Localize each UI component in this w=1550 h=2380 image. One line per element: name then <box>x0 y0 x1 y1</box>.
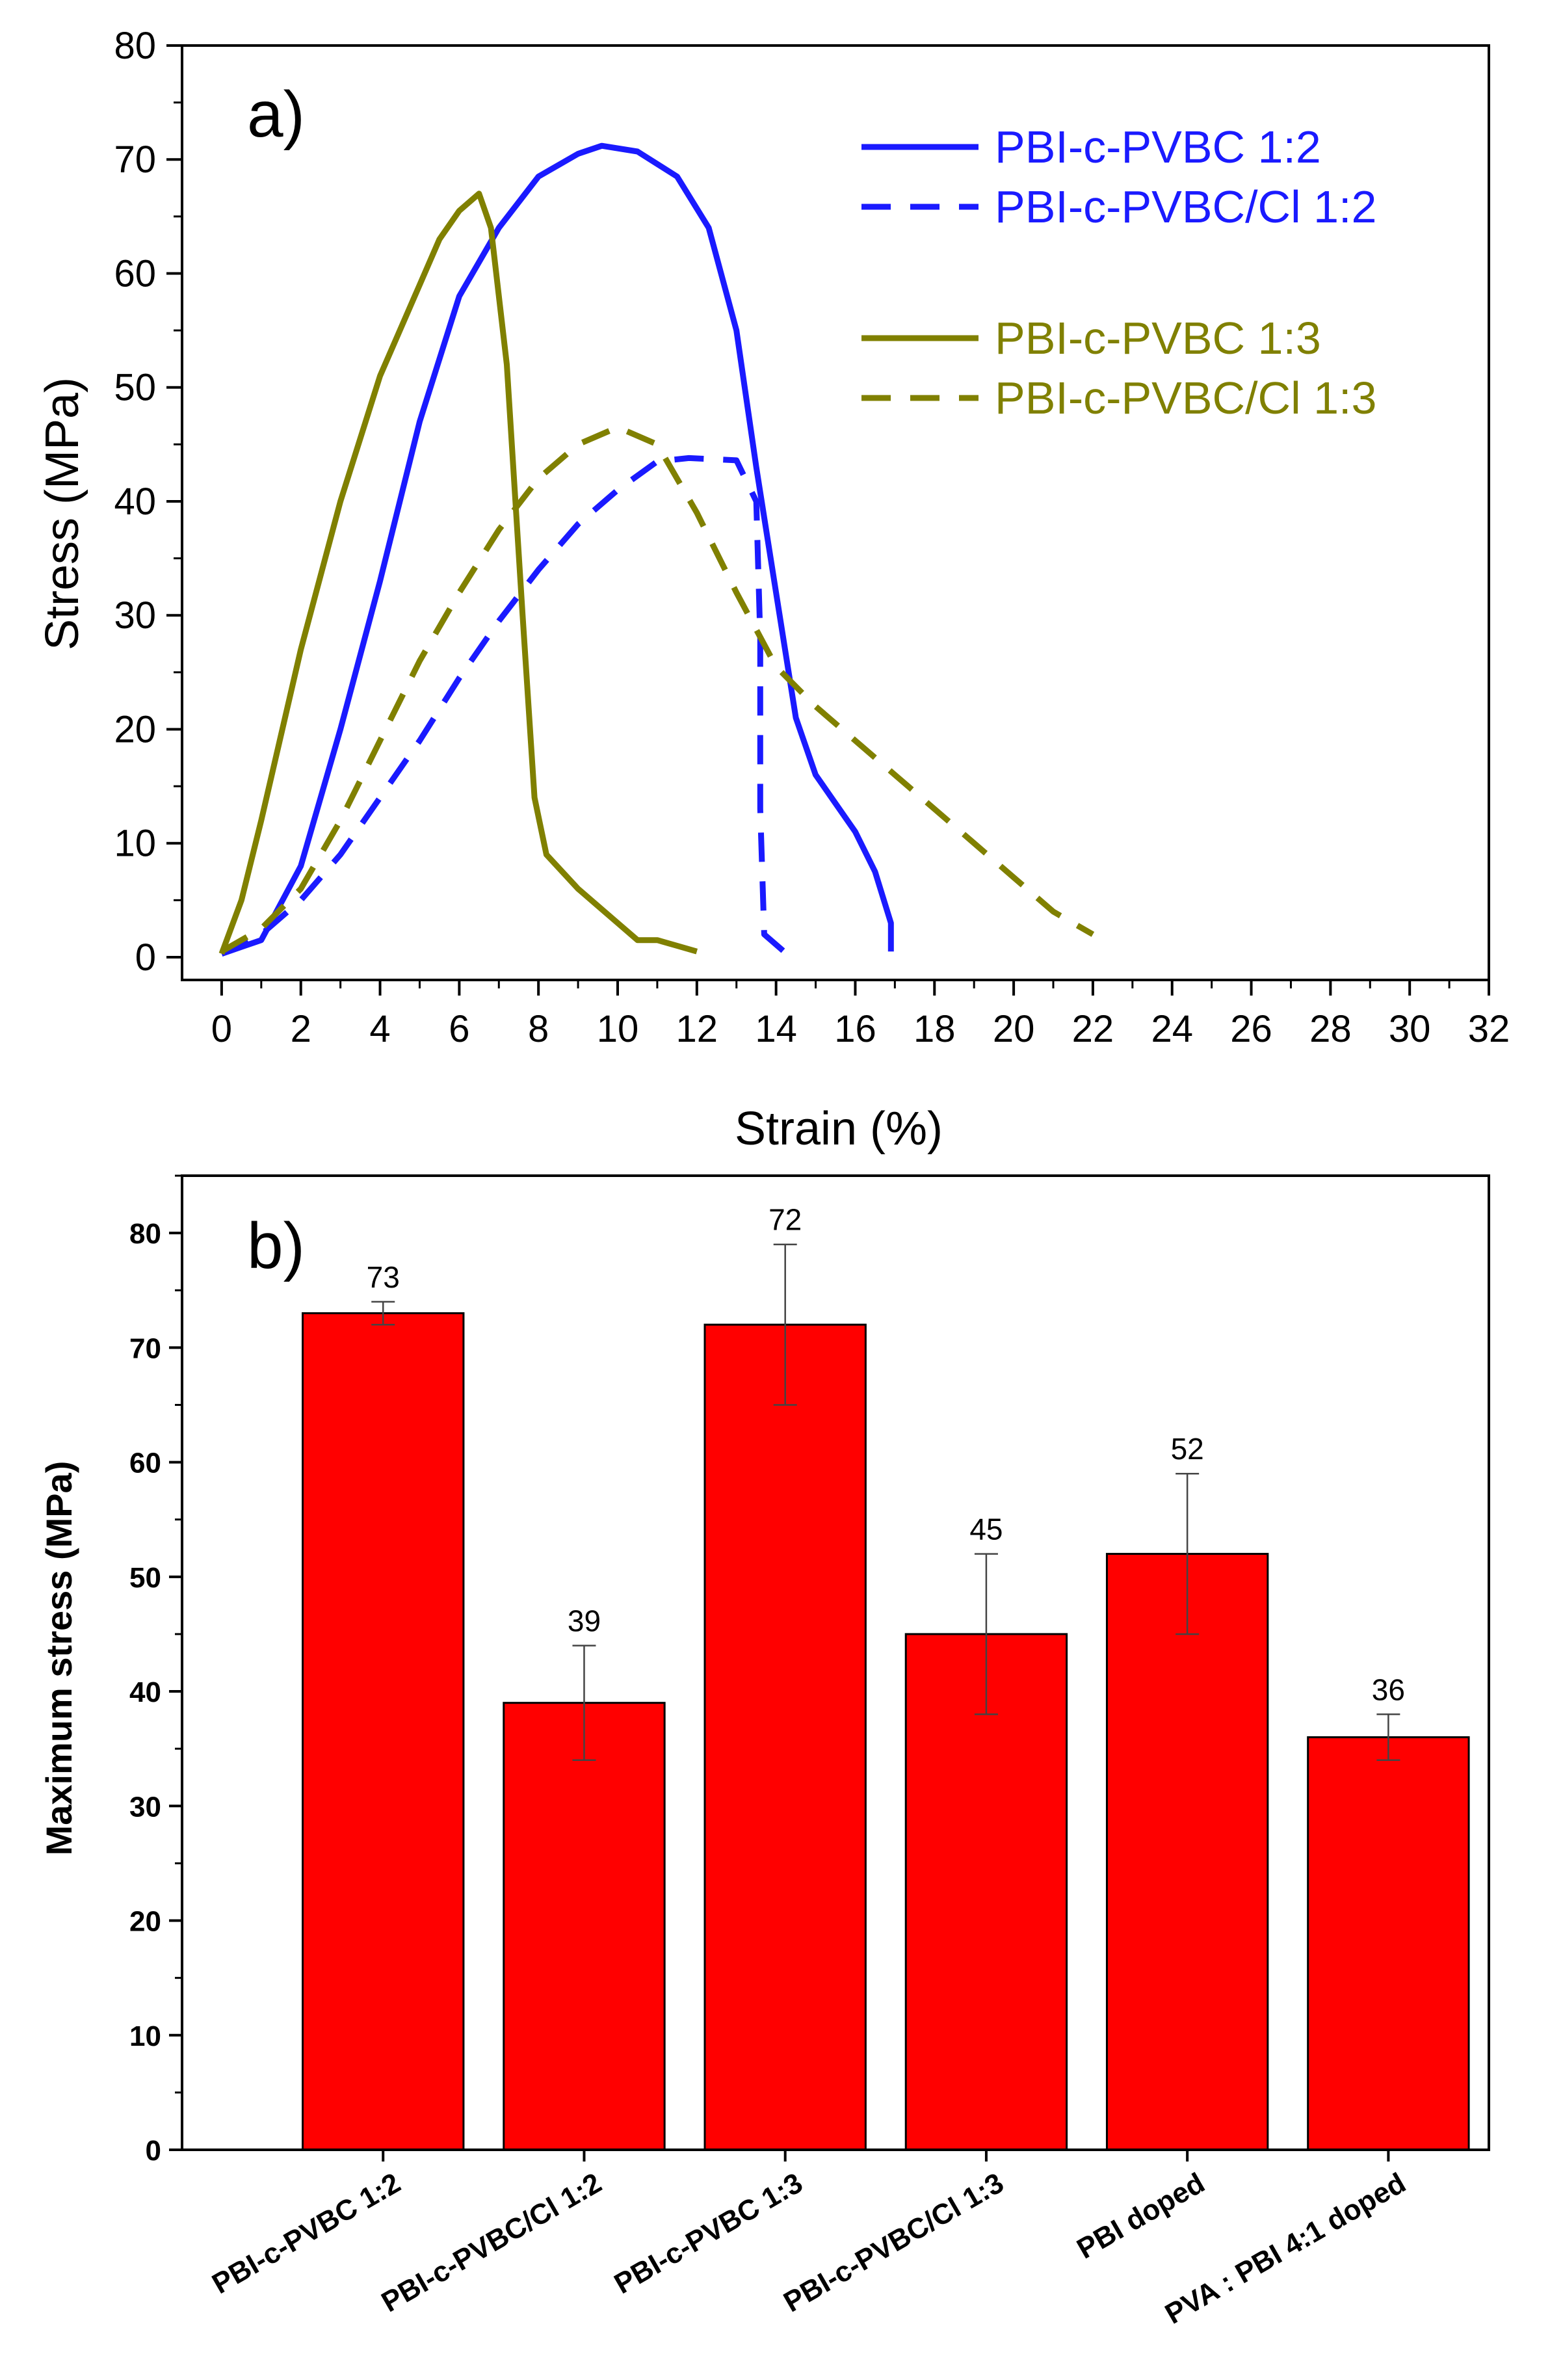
category-label-5: PBI doped <box>1071 2167 1210 2265</box>
category-label-1: PBI-c-PVBC 1:2 <box>207 2167 406 2300</box>
x-tick-label: 6 <box>449 1008 469 1050</box>
y-tick-label: 40 <box>114 481 156 523</box>
panel-b-bars: 73 39 72 45 52 36 <box>302 1203 1470 2151</box>
y-tick-label: 30 <box>129 1791 161 1823</box>
panel-a-x-axis-title: Strain (%) <box>735 1103 943 1155</box>
x-tick-label: 26 <box>1230 1008 1272 1050</box>
legend-label-3: PBI-c-PVBC 1:3 <box>995 313 1321 364</box>
y-tick-label: 20 <box>129 1906 161 1938</box>
y-tick-label: 70 <box>129 1332 161 1364</box>
x-tick-label: 30 <box>1389 1008 1431 1050</box>
y-tick-label: 10 <box>129 2020 161 2052</box>
x-tick-label: 32 <box>1468 1008 1510 1050</box>
y-tick-label: 60 <box>129 1448 161 1479</box>
y-tick-label: 70 <box>114 139 156 181</box>
y-tick-label: 30 <box>114 594 156 637</box>
category-label-4: PBI-c-PVBC/Cl 1:3 <box>778 2167 1009 2318</box>
y-tick-label: 80 <box>114 25 156 67</box>
bar-1 <box>302 1312 465 2151</box>
panel-a-series <box>218 142 1095 957</box>
x-tick-label: 16 <box>834 1008 876 1050</box>
x-tick-label: 8 <box>528 1008 549 1050</box>
x-tick-label: 24 <box>1151 1008 1193 1050</box>
y-tick-label: 20 <box>114 708 156 750</box>
series-line-3 <box>218 191 698 955</box>
panel-a-line-chart: 0 2 4 6 8 10 12 14 16 18 20 22 24 26 28 30 3201020304050… <box>36 25 1510 1155</box>
data-label-4: 45 <box>969 1513 1003 1546</box>
x-tick-label: 28 <box>1309 1008 1352 1050</box>
panel-a-y-axis-title: Stress (MPa) <box>36 377 88 650</box>
y-tick-label: 50 <box>129 1562 161 1594</box>
x-tick-label: 12 <box>676 1008 718 1050</box>
panel-a-label: a) <box>247 78 305 151</box>
x-tick-label: 22 <box>1072 1008 1114 1050</box>
y-tick-label: 60 <box>114 252 156 295</box>
x-tick-label: 18 <box>913 1008 956 1050</box>
x-tick-label: 2 <box>291 1008 311 1050</box>
data-label-1: 73 <box>367 1260 400 1294</box>
legend-label-4: PBI-c-PVBC/Cl 1:3 <box>995 373 1376 423</box>
panel-a-ticks: 0 2 4 6 8 10 12 14 16 18 20 22 24 26 28 30 3201020304050… <box>114 25 1510 1050</box>
panel-b-plot-frame <box>181 1174 1490 2151</box>
y-tick-label: 0 <box>135 936 156 979</box>
series-line-1 <box>220 142 894 957</box>
y-tick-label: 10 <box>114 823 156 865</box>
x-tick-label: 0 <box>211 1008 232 1050</box>
data-label-6: 36 <box>1372 1673 1405 1706</box>
x-tick-label: 4 <box>369 1008 390 1050</box>
data-label-2: 39 <box>568 1604 601 1638</box>
y-tick-label: 80 <box>129 1218 161 1250</box>
x-tick-label: 10 <box>597 1008 639 1050</box>
bar-3 <box>703 1323 867 2151</box>
legend-label-2: PBI-c-PVBC/Cl 1:2 <box>995 181 1376 232</box>
y-tick-label: 40 <box>129 1676 161 1708</box>
y-tick-label: 50 <box>114 367 156 409</box>
bar-4 <box>904 1633 1068 2151</box>
panel-a-legend: PBI-c-PVBC 1:2 PBI-c-PVBC/Cl 1:2 PBI-c-PVB… <box>861 122 1376 423</box>
bar-2 <box>503 1702 666 2151</box>
x-tick-label: 14 <box>755 1008 797 1050</box>
bar-6 <box>1307 1736 1470 2151</box>
panel-b-label: b) <box>247 1210 305 1282</box>
data-label-3: 72 <box>768 1203 802 1237</box>
category-label-3: PBI-c-PVBC 1:3 <box>609 2167 808 2300</box>
category-label-2: PBI-c-PVBC/Cl 1:2 <box>376 2167 607 2318</box>
series-line-4 <box>220 424 1095 955</box>
panel-a-plot-frame <box>181 44 1490 981</box>
bar-5 <box>1105 1553 1269 2151</box>
y-tick-label: 0 <box>146 2135 161 2167</box>
x-tick-label: 20 <box>993 1008 1035 1050</box>
data-label-5: 52 <box>1171 1432 1204 1466</box>
panel-b-y-axis-title: Maximum stress (MPa) <box>38 1461 79 1856</box>
legend-label-1: PBI-c-PVBC 1:2 <box>995 122 1321 172</box>
